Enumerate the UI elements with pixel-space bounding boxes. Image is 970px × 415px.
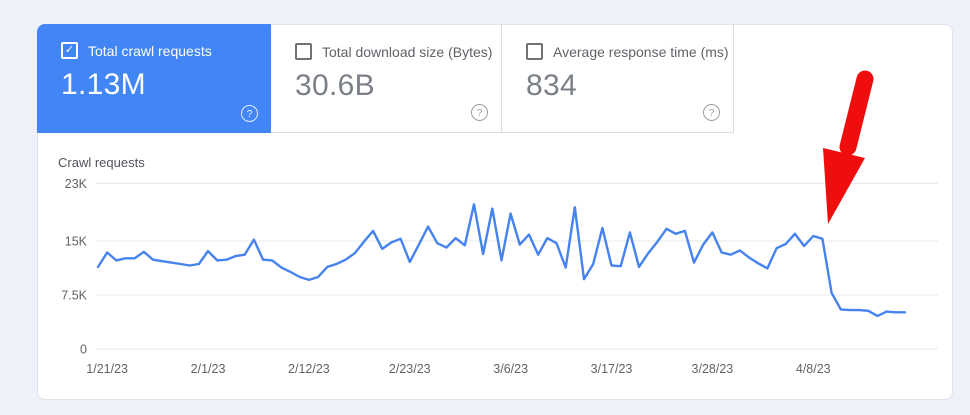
crawl-requests-chart[interactable]: 0 7.5K 15K 23K 1/21/23 2/1/23 2/12/23 2/23/23 3/… bbox=[38, 133, 952, 399]
x-axis-tick-label: 2/23/23 bbox=[389, 362, 431, 376]
metric-cards-row: ✓ Total crawl requests 1.13M ? Total dow… bbox=[37, 24, 952, 133]
metric-card-value: 30.6B bbox=[295, 69, 375, 102]
metric-card-average-response-time[interactable]: Average response time (ms) 834 ? bbox=[502, 25, 734, 133]
crawl-stats-panel: ✓ Total crawl requests 1.13M ? Total dow… bbox=[37, 24, 953, 400]
help-icon[interactable]: ? bbox=[703, 104, 720, 121]
x-axis-tick-label: 2/12/23 bbox=[288, 362, 330, 376]
cards-row-spacer bbox=[734, 25, 952, 133]
metric-card-label: Average response time (ms) bbox=[553, 43, 729, 60]
checkbox-total-download-size[interactable] bbox=[295, 43, 312, 60]
chart-title: Crawl requests bbox=[58, 155, 145, 170]
metric-card-value: 1.13M bbox=[61, 68, 146, 101]
y-axis-tick-label: 0 bbox=[80, 343, 87, 357]
x-axis-tick-label: 2/1/23 bbox=[191, 362, 226, 376]
x-axis-tick-label: 1/21/23 bbox=[86, 362, 128, 376]
x-axis-tick-label: 3/6/23 bbox=[493, 362, 528, 376]
chart-section: Crawl requests 0 7.5K 15K 23K 1/21/23 2/1/23 2… bbox=[38, 133, 952, 399]
y-axis-tick-label: 7.5K bbox=[61, 289, 87, 303]
metric-card-label: Total download size (Bytes) bbox=[322, 43, 493, 60]
metric-card-value: 834 bbox=[526, 69, 577, 102]
help-icon[interactable]: ? bbox=[241, 105, 258, 122]
chart-line bbox=[96, 203, 907, 318]
y-axis-tick-label: 23K bbox=[65, 177, 88, 191]
metric-card-total-crawl-requests[interactable]: ✓ Total crawl requests 1.13M ? bbox=[37, 24, 271, 133]
help-icon[interactable]: ? bbox=[471, 104, 488, 121]
y-axis-tick-label: 15K bbox=[65, 235, 88, 249]
x-axis-tick-label: 4/8/23 bbox=[796, 362, 831, 376]
metric-card-total-download-size[interactable]: Total download size (Bytes) 30.6B ? bbox=[271, 25, 502, 133]
x-axis-tick-label: 3/28/23 bbox=[692, 362, 734, 376]
checkbox-total-crawl-requests[interactable]: ✓ bbox=[61, 42, 78, 59]
x-axis-tick-label: 3/17/23 bbox=[591, 362, 633, 376]
checkbox-average-response-time[interactable] bbox=[526, 43, 543, 60]
metric-card-label: Total crawl requests bbox=[88, 42, 212, 59]
